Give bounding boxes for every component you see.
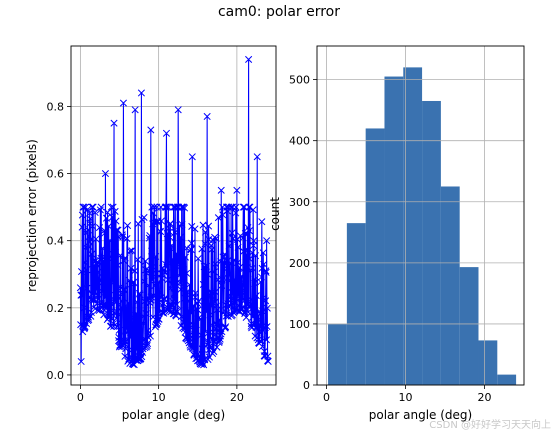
right-x-tick-label: 0 <box>323 391 330 404</box>
right-axes-frame <box>316 45 525 386</box>
left-y-tick-label: 0.0 <box>47 369 65 382</box>
left-axes-frame <box>70 45 277 386</box>
right-y-tick-label: 300 <box>289 196 310 209</box>
right-y-tick-label: 400 <box>289 135 310 148</box>
histogram-bar <box>440 186 460 385</box>
histogram-bar <box>422 100 441 386</box>
histogram-bar <box>328 323 347 385</box>
right-y-tick-label: 500 <box>289 74 310 87</box>
left-x-tick-label: 10 <box>152 391 166 404</box>
left-ticks: 0 10 20 0.0 0.2 0.4 0.6 0.8 <box>47 100 244 404</box>
histogram-bar <box>346 223 366 385</box>
left-y-axis-label: reprojection error (pixels) <box>25 139 39 292</box>
figure-title: cam0: polar error <box>218 4 340 20</box>
histogram-bars <box>317 46 524 386</box>
left-x-tick-label: 20 <box>230 391 244 404</box>
left-x-tick-label: 0 <box>77 391 84 404</box>
right-y-axis-label: count <box>268 197 282 231</box>
histogram-bar <box>497 374 517 385</box>
left-y-tick-label: 0.2 <box>47 302 65 315</box>
left-x-axis-label: polar angle (deg) <box>122 408 225 422</box>
left-y-tick-label: 0.6 <box>47 168 65 181</box>
x-markers <box>76 55 272 369</box>
right-y-tick-label: 100 <box>289 318 310 331</box>
watermark-text: CSDN @好好学习天天向上 <box>429 418 551 431</box>
histogram-bar <box>459 267 479 385</box>
right-x-tick-label: 10 <box>398 391 412 404</box>
right-y-tick-label: 200 <box>289 257 310 270</box>
histogram-bar <box>384 76 404 386</box>
histogram-bar <box>365 128 385 385</box>
right-y-tick-label: 0 <box>303 379 310 392</box>
left-y-tick-label: 0.4 <box>47 235 65 248</box>
error-line-plot: 0 10 20 0.0 0.2 0.4 0.6 0.8 polar angle (deg) r… <box>25 45 277 422</box>
histogram-bar <box>478 340 498 385</box>
left-y-tick-label: 0.8 <box>47 100 65 113</box>
right-x-tick-label: 20 <box>477 391 491 404</box>
histogram-bar <box>403 67 423 385</box>
right-x-axis-label: polar angle (deg) <box>369 408 472 422</box>
error-series-clip-group <box>76 55 272 369</box>
reprojection-error-series <box>76 55 272 369</box>
